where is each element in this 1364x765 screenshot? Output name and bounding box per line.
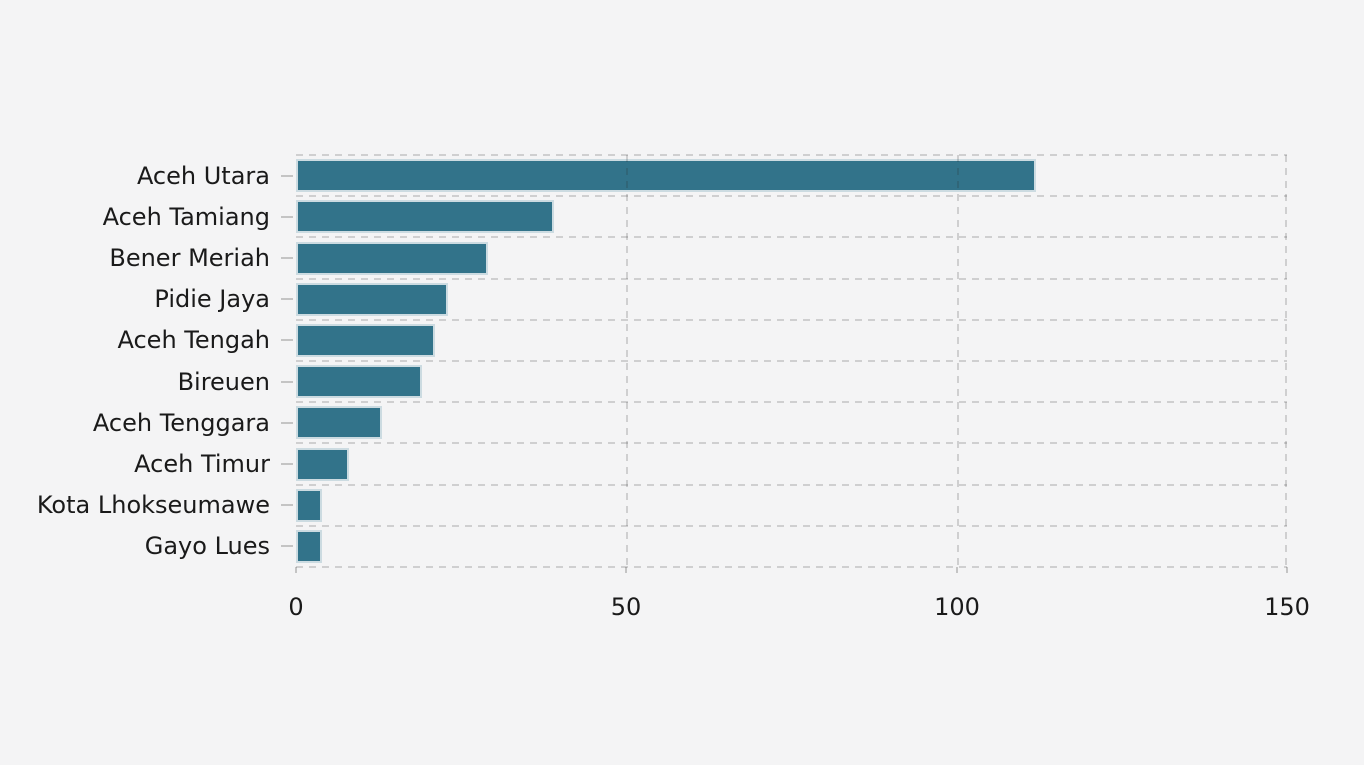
bar-gayo-lues: 4 (296, 530, 322, 563)
x-tick-mark (625, 567, 627, 573)
y-axis-label-bener-meriah: Bener Meriah (109, 244, 270, 272)
x-tick-label-150: 150 (1264, 593, 1310, 621)
bar-bireuen: 19 (296, 365, 422, 398)
gridline-horizontal (296, 566, 1287, 568)
y-tick-mark (281, 339, 293, 341)
gridline-vertical (1285, 155, 1287, 567)
y-tick-mark (281, 545, 293, 547)
bar-pidie-jaya: 23 (296, 283, 448, 316)
y-axis-label-aceh-tengah: Aceh Tengah (117, 326, 270, 354)
y-axis-label-bireuen: Bireuen (177, 368, 270, 396)
y-axis-label-aceh-utara: Aceh Utara (136, 162, 270, 190)
gridline-horizontal (296, 154, 1287, 156)
y-tick-mark (281, 381, 293, 383)
gridline-horizontal (296, 236, 1287, 238)
y-axis-label-gayo-lues: Gayo Lues (144, 532, 270, 560)
gridline-horizontal (296, 525, 1287, 527)
y-tick-mark (281, 216, 293, 218)
y-axis-label-aceh-tenggara: Aceh Tenggara (92, 409, 270, 437)
x-tick-label-100: 100 (934, 593, 980, 621)
y-tick-mark (281, 298, 293, 300)
y-tick-mark (281, 422, 293, 424)
x-tick-label-50: 50 (610, 593, 642, 621)
bar-kota-lhokseumawe: 4 (296, 489, 322, 522)
y-tick-mark (281, 504, 293, 506)
gridline-horizontal (296, 442, 1287, 444)
bar-aceh-tengah: 21 (296, 324, 435, 357)
y-tick-mark (281, 257, 293, 259)
bar-aceh-utara: 112 (296, 159, 1036, 192)
x-tick-mark (956, 567, 958, 573)
gridline-horizontal (296, 278, 1287, 280)
gridline-horizontal (296, 319, 1287, 321)
x-tick-mark (295, 567, 297, 573)
gridline-vertical (626, 155, 628, 567)
y-axis-label-pidie-jaya: Pidie Jaya (154, 285, 270, 313)
x-tick-mark (1286, 567, 1288, 573)
gridline-horizontal (296, 401, 1287, 403)
gridline-horizontal (296, 195, 1287, 197)
y-axis-label-aceh-timur: Aceh Timur (134, 450, 270, 478)
y-axis-label-aceh-tamiang: Aceh Tamiang (102, 203, 270, 231)
gridline-horizontal (296, 360, 1287, 362)
gridline-horizontal (296, 484, 1287, 486)
bar-bener-meriah: 29 (296, 242, 488, 275)
y-axis-label-kota-lhokseumawe: Kota Lhokseumawe (36, 491, 270, 519)
gridline-vertical (957, 155, 959, 567)
y-tick-mark (281, 463, 293, 465)
bar-aceh-timur: 8 (296, 448, 349, 481)
bar-aceh-tamiang: 39 (296, 200, 554, 233)
bar-aceh-tenggara: 13 (296, 406, 382, 439)
y-tick-mark (281, 175, 293, 177)
plot-area: 112 39 29 23 21 19 13 8 4 4 (296, 154, 1287, 568)
x-tick-label-0: 0 (288, 593, 304, 621)
